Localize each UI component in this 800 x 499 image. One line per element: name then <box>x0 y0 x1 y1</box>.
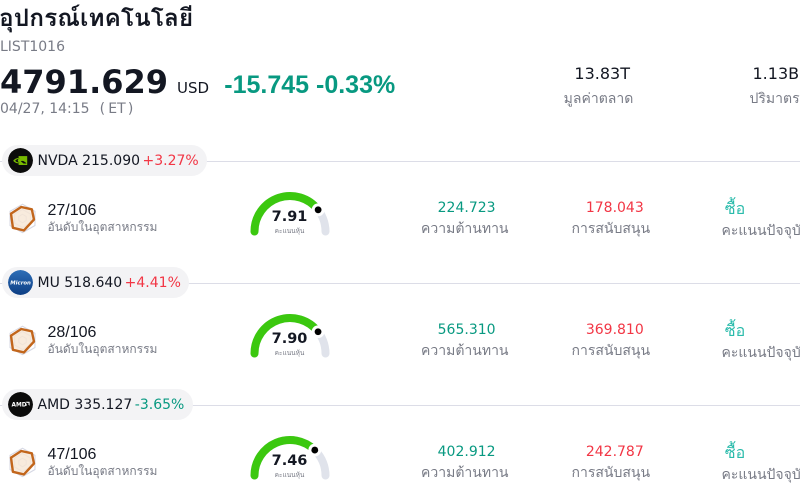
svg-text:AMD: AMD <box>11 403 26 409</box>
svg-text:Micron: Micron <box>10 281 31 287</box>
